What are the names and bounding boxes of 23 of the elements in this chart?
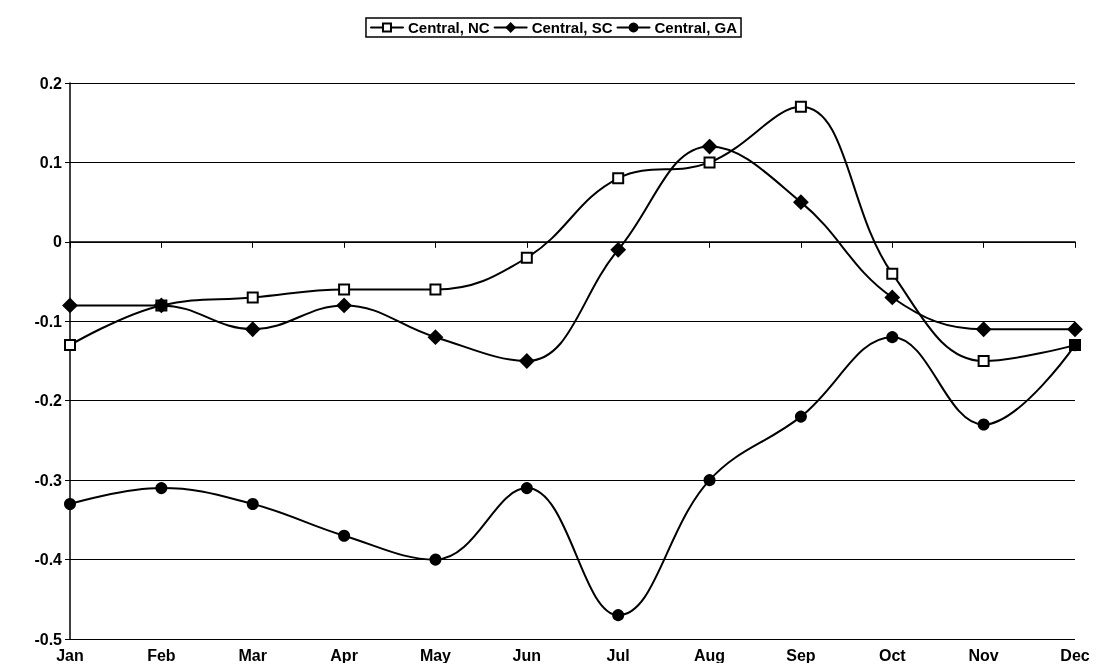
legend-label: Central, GA — [654, 19, 738, 36]
legend-label: Central, NC — [407, 19, 490, 36]
y-tick-label: -0.3 — [34, 471, 63, 489]
x-tick-label: Nov — [968, 646, 999, 664]
y-tick-label: 0.2 — [39, 74, 63, 92]
x-tick-label: Mar — [238, 646, 267, 664]
y-tick-label: -0.2 — [34, 392, 63, 410]
x-tick-label: Jan — [56, 646, 84, 664]
y-tick-label: -0.1 — [34, 312, 63, 330]
x-tick-label: Jun — [512, 646, 542, 664]
y-tick-label: 0.1 — [39, 153, 63, 171]
x-tick-label: Jul — [606, 646, 630, 664]
x-tick-label: Sep — [786, 646, 816, 664]
x-tick-label: Dec — [1060, 646, 1090, 664]
x-tick-label: Aug — [693, 646, 726, 664]
x-tick-label: Apr — [330, 646, 358, 664]
y-tick-label: -0.4 — [34, 551, 63, 569]
y-tick-label: 0 — [53, 233, 63, 251]
legend-label: Central, SC — [531, 19, 613, 36]
x-tick-label: Feb — [147, 646, 176, 664]
x-tick-label: May — [419, 646, 452, 664]
x-tick-label: Oct — [878, 646, 907, 664]
y-tick-label: -0.5 — [34, 630, 63, 648]
